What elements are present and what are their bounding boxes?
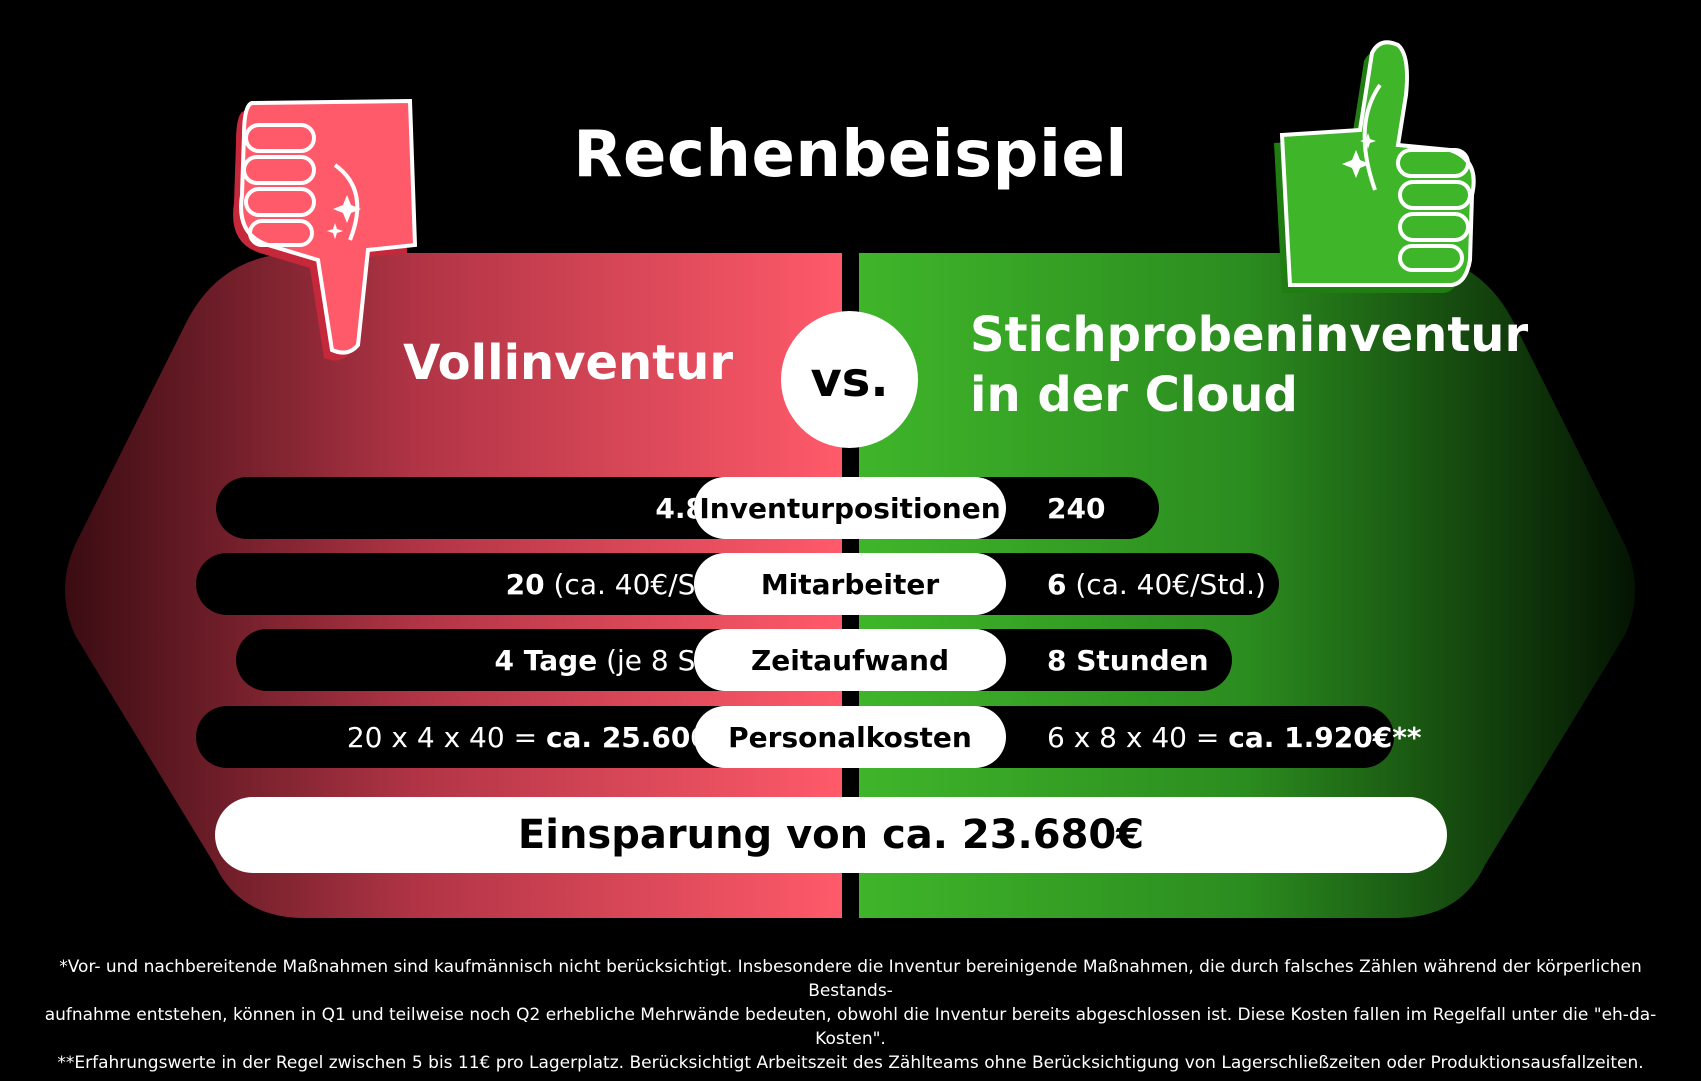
right-note: (ca. 40€/Std.) <box>1066 567 1266 601</box>
thumbs-down-icon <box>233 98 418 361</box>
left-value: 4 Tage <box>494 643 598 677</box>
vs-badge: vs. <box>781 311 918 448</box>
right-value: ca. 1.920€** <box>1228 720 1422 754</box>
right-title-line2: in der Cloud <box>970 367 1298 423</box>
right-title-line1: Stichprobeninventur <box>970 307 1529 363</box>
right-value: 6 <box>1047 567 1067 601</box>
right-prefix: 6 x 8 x 40 = <box>1047 720 1229 754</box>
left-column-title: Vollinventur <box>403 335 733 391</box>
row-label: Mitarbeiter <box>694 553 1006 615</box>
footnote-line: aufnahme entstehen, können in Q1 und tei… <box>44 1005 1657 1049</box>
row-label: Zeitaufwand <box>694 629 1006 691</box>
left-prefix: 20 x 4 x 40 = <box>346 720 546 754</box>
footnote-line: **Erfahrungswerte in der Regel zwischen … <box>57 1053 1644 1073</box>
row-label: Personalkosten <box>694 706 1006 768</box>
right-value: 8 Stunden <box>1047 643 1209 677</box>
savings-banner: Einsparung von ca. 23.680€ <box>215 797 1447 873</box>
footnotes: *Vor- und nachbereitende Maßnahmen sind … <box>40 955 1661 1075</box>
right-value: 240 <box>1047 491 1106 525</box>
left-value: 20 <box>505 567 545 601</box>
right-column-title: Stichprobeninventur in der Cloud <box>970 305 1528 425</box>
row-label: Inventurpositionen <box>694 477 1006 539</box>
footnote-line: *Vor- und nachbereitende Maßnahmen sind … <box>59 957 1642 1001</box>
page-title: Rechenbeispiel <box>573 118 1128 192</box>
thumbs-up-icon <box>1274 40 1476 294</box>
